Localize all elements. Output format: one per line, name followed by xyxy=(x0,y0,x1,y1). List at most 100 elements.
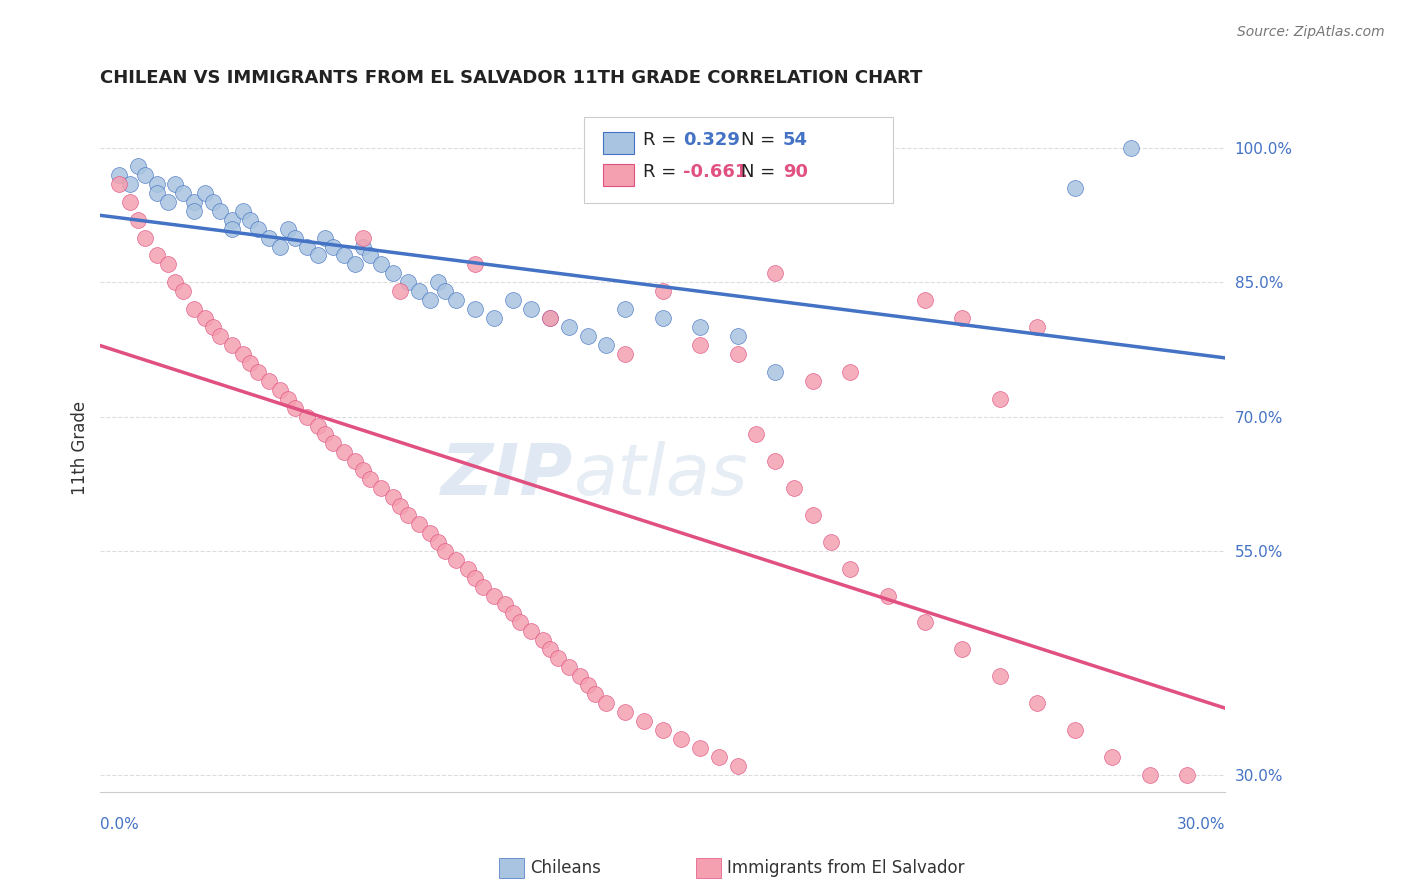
Point xyxy=(1121,141,1143,155)
Point xyxy=(284,230,307,244)
Point xyxy=(502,607,524,621)
Text: R =: R = xyxy=(644,131,682,149)
Point xyxy=(583,687,606,701)
Point xyxy=(538,311,561,326)
Point xyxy=(531,633,554,648)
Point xyxy=(434,285,457,299)
Point xyxy=(209,329,232,343)
Point xyxy=(952,642,974,657)
Point xyxy=(239,212,262,227)
Point xyxy=(134,230,156,244)
Text: 0.329: 0.329 xyxy=(683,131,740,149)
Text: Immigrants from El Salvador: Immigrants from El Salvador xyxy=(727,859,965,877)
Point xyxy=(183,302,205,317)
Point xyxy=(183,194,205,209)
Point xyxy=(434,543,457,558)
Point xyxy=(352,230,374,244)
Point xyxy=(482,311,505,326)
Point xyxy=(269,383,291,397)
Text: 0.0%: 0.0% xyxy=(100,817,139,832)
Point xyxy=(914,615,936,630)
Point xyxy=(446,553,468,567)
Point xyxy=(1026,696,1049,710)
Point xyxy=(209,203,232,218)
Point xyxy=(408,285,430,299)
Text: Source: ZipAtlas.com: Source: ZipAtlas.com xyxy=(1237,25,1385,39)
Point xyxy=(419,293,441,308)
Point xyxy=(988,392,1011,406)
Point xyxy=(914,293,936,308)
Point xyxy=(801,374,824,388)
Point xyxy=(120,194,142,209)
Point xyxy=(127,159,149,173)
Point xyxy=(108,168,131,182)
Point xyxy=(576,329,599,343)
Point xyxy=(284,401,307,415)
Point xyxy=(201,320,224,334)
Point xyxy=(322,436,344,450)
Point xyxy=(145,248,167,262)
Point xyxy=(595,696,617,710)
Point xyxy=(359,248,381,262)
Point xyxy=(727,758,749,772)
FancyBboxPatch shape xyxy=(583,117,893,203)
Point xyxy=(763,365,786,379)
Point xyxy=(707,749,730,764)
Point xyxy=(464,257,486,271)
Point xyxy=(370,481,392,495)
Point xyxy=(745,427,768,442)
Point xyxy=(239,356,262,370)
Point xyxy=(194,186,217,200)
Point xyxy=(156,257,179,271)
Point xyxy=(172,186,194,200)
Point xyxy=(295,409,318,424)
Point xyxy=(370,257,392,271)
Point xyxy=(727,329,749,343)
Point xyxy=(352,463,374,477)
Point xyxy=(108,177,131,191)
Point xyxy=(633,714,655,728)
Point xyxy=(509,615,531,630)
Point xyxy=(221,221,243,235)
Point xyxy=(689,338,711,352)
Text: R =: R = xyxy=(644,163,682,181)
Point xyxy=(651,285,673,299)
Point xyxy=(419,525,441,540)
Point xyxy=(352,239,374,253)
Point xyxy=(295,239,318,253)
Point xyxy=(614,705,637,719)
Point xyxy=(145,177,167,191)
Point xyxy=(246,221,269,235)
Text: 90: 90 xyxy=(783,163,808,181)
Point xyxy=(257,374,280,388)
Point xyxy=(576,678,599,692)
Point xyxy=(194,311,217,326)
Text: 30.0%: 30.0% xyxy=(1177,817,1225,832)
Point xyxy=(727,347,749,361)
Point xyxy=(820,534,842,549)
Point xyxy=(127,212,149,227)
Point xyxy=(952,311,974,326)
Point xyxy=(520,624,543,639)
Point xyxy=(232,347,254,361)
Point xyxy=(172,285,194,299)
Point xyxy=(502,293,524,308)
Point xyxy=(801,508,824,522)
Point xyxy=(232,203,254,218)
Point xyxy=(307,418,329,433)
Point xyxy=(558,660,581,674)
Point xyxy=(1177,767,1199,781)
Point xyxy=(464,571,486,585)
Point xyxy=(333,248,356,262)
Point xyxy=(651,311,673,326)
Point xyxy=(307,248,329,262)
Point xyxy=(1064,181,1087,195)
Point xyxy=(381,266,404,280)
Y-axis label: 11th Grade: 11th Grade xyxy=(72,401,89,495)
Point xyxy=(614,302,637,317)
Point xyxy=(381,490,404,504)
Point xyxy=(314,427,336,442)
Point xyxy=(359,472,381,486)
Text: N =: N = xyxy=(741,131,782,149)
Point xyxy=(322,239,344,253)
